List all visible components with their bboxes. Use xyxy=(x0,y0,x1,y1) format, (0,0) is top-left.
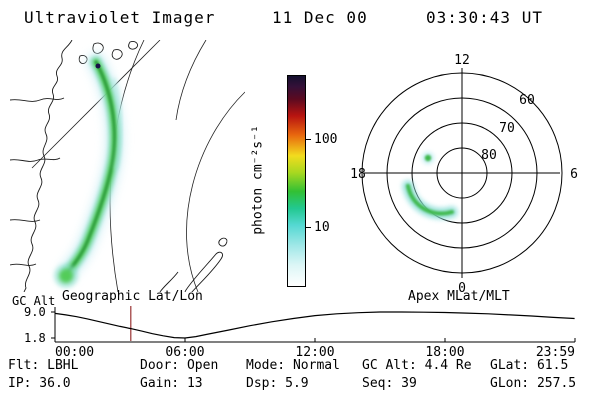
island-path xyxy=(218,237,228,247)
colorbar-tick-label: 100 xyxy=(314,132,338,148)
mlt-label-12: 12 xyxy=(454,53,470,68)
auroral-emission-map xyxy=(54,51,126,288)
island-path xyxy=(184,251,223,292)
mlt-label-18: 18 xyxy=(350,167,366,182)
image-time: 03:30:43 UT xyxy=(426,8,543,27)
polar-mlt-panel: 12 18 6 0 60 70 80 xyxy=(350,53,578,296)
app-title: Ultraviolet Imager xyxy=(24,8,216,27)
gcalt-strip-chart: 00:00 06:00 12:00 18:00 23:59 xyxy=(51,306,576,360)
status-glat: GLat: 61.5 xyxy=(490,358,569,373)
lat-label-80: 80 xyxy=(481,148,497,163)
strip-xtick-labels: 00:00 06:00 12:00 18:00 23:59 xyxy=(55,345,575,360)
polar-panel-caption: Apex MLat/MLT xyxy=(408,289,510,304)
aurora-core xyxy=(406,184,454,216)
status-mode: Mode: Normal xyxy=(246,358,340,373)
mlt-label-6: 6 xyxy=(570,167,578,182)
colorbar-tick-label: 10 xyxy=(314,220,330,236)
map-graticule xyxy=(31,40,245,292)
coastline-path xyxy=(10,263,37,266)
auroral-emission-polar xyxy=(401,152,459,220)
gcalt-axis-label: GC Alt xyxy=(12,294,56,308)
map-panel-caption: Geographic Lat/Lon xyxy=(62,289,203,304)
aurora-streak xyxy=(112,78,123,170)
aurora-hotspot xyxy=(95,63,101,69)
xtick-label: 18:00 xyxy=(425,345,464,360)
colorbar-tick xyxy=(305,139,311,141)
status-gain: Gain: 13 xyxy=(140,376,203,391)
aurora-core xyxy=(66,60,117,274)
coastline-path xyxy=(10,219,41,222)
colorbar-tick xyxy=(305,227,311,229)
island-path xyxy=(111,49,123,60)
coastline-path xyxy=(10,157,61,162)
status-door: Door: Open xyxy=(140,358,219,373)
polar-grid xyxy=(361,68,563,278)
coastline-path xyxy=(10,97,65,102)
geographic-map-panel xyxy=(10,40,245,292)
mlt-label-0: 0 xyxy=(458,281,466,296)
xtick-label: 23:59 xyxy=(536,345,575,360)
xtick-label: 06:00 xyxy=(165,345,204,360)
status-gcalt: GC Alt: 4.4 Re xyxy=(362,358,472,373)
coastline-path xyxy=(23,40,73,292)
colorbar-axis-label: photon cm⁻²s⁻¹ xyxy=(250,125,266,235)
graticule-arc xyxy=(186,91,245,292)
graticule-line xyxy=(31,40,161,169)
gcalt-ytick: 1.8 xyxy=(24,331,46,345)
colorbar-gradient xyxy=(287,75,306,287)
lat-label-60: 60 xyxy=(519,93,535,108)
orbit-altitude-curve xyxy=(54,311,575,339)
status-seq: Seq: 39 xyxy=(362,376,417,391)
strip-axes xyxy=(51,307,576,343)
aurora-spot xyxy=(424,154,432,162)
status-flt: Flt: LBHL xyxy=(8,358,79,373)
island-path xyxy=(128,41,139,50)
coastline-path xyxy=(159,271,179,292)
status-glon: GLon: 257.5 xyxy=(490,376,577,391)
status-dsp: Dsp: 5.9 xyxy=(246,376,309,391)
xtick-label: 00:00 xyxy=(55,345,94,360)
xtick-label: 12:00 xyxy=(295,345,334,360)
polar-labels: 12 18 6 0 60 70 80 xyxy=(350,53,578,296)
image-date: 11 Dec 00 xyxy=(272,8,368,27)
island-path xyxy=(92,42,104,54)
aurora-blob xyxy=(59,269,73,283)
lat-label-70: 70 xyxy=(499,121,515,136)
gcalt-ytick: 9.0 xyxy=(24,305,46,319)
status-ip: IP: 36.0 xyxy=(8,376,71,391)
graticule-arc xyxy=(175,40,207,121)
